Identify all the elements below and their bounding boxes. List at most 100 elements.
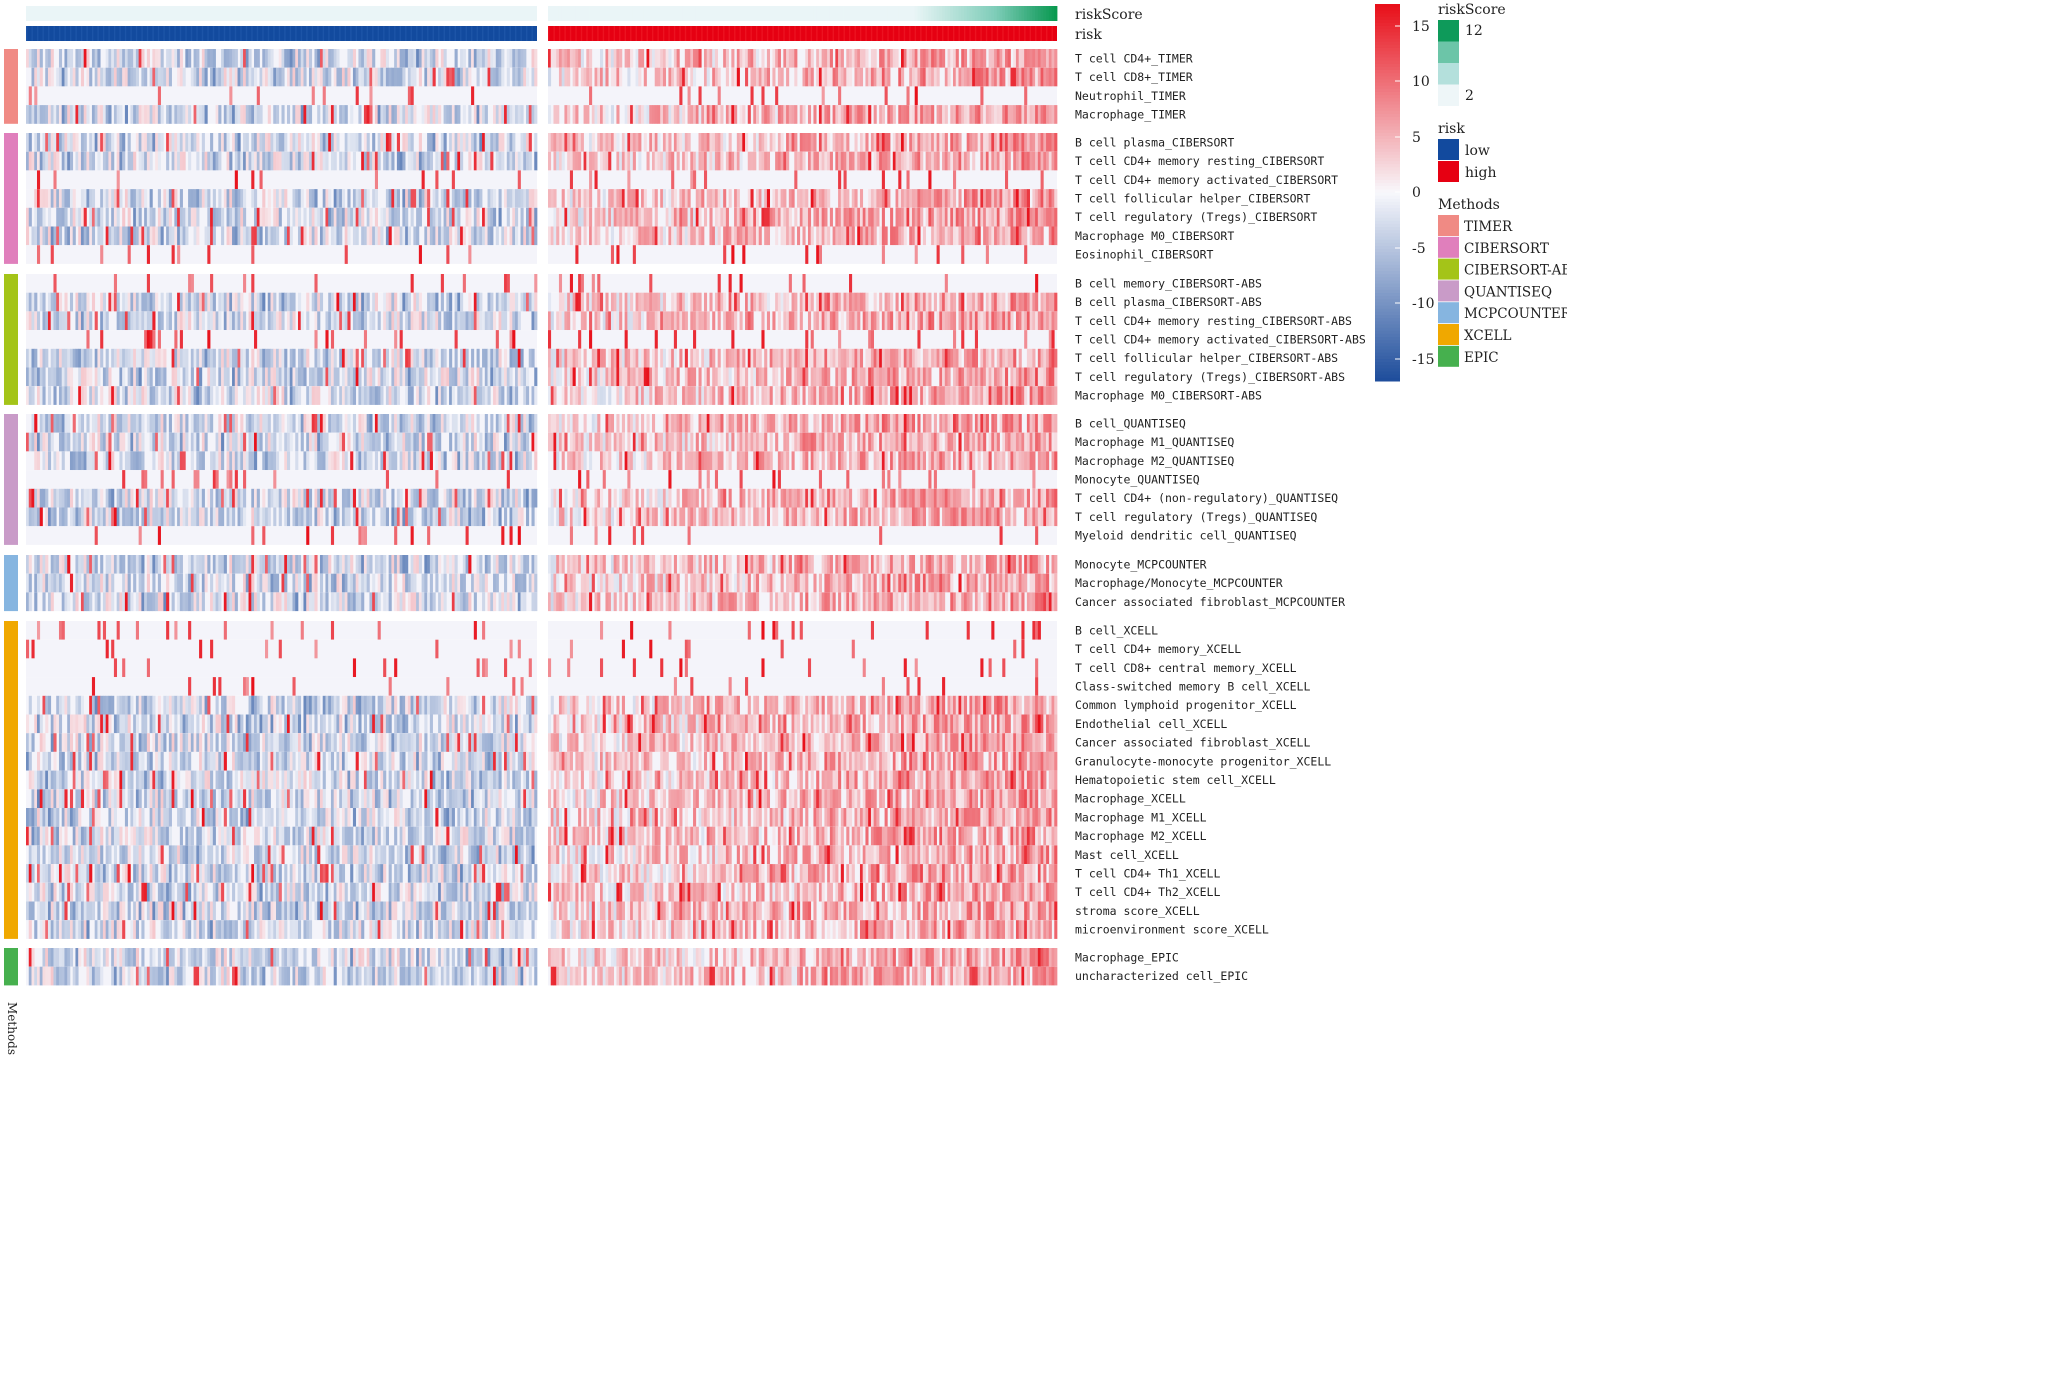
heatmap-cell	[805, 330, 809, 349]
heatmap-row	[26, 386, 1058, 405]
heatmap-cell	[939, 414, 943, 433]
heatmap-cell	[259, 133, 263, 152]
riskscore-cell	[1048, 6, 1052, 21]
heatmap-cell	[865, 133, 869, 152]
heatmap-cell	[1046, 414, 1050, 433]
heatmap-cell	[144, 151, 148, 171]
heatmap-cell	[816, 67, 820, 87]
heatmap-cell	[736, 133, 740, 152]
heatmap-cell	[840, 67, 844, 87]
heatmap-cell	[690, 151, 694, 171]
heatmap-cell	[122, 207, 126, 227]
heatmap-cell	[673, 133, 677, 152]
heatmap-cell	[526, 105, 530, 124]
heatmap-cell	[616, 432, 620, 452]
heatmap-cell	[556, 133, 560, 152]
heatmap-cell	[610, 311, 615, 331]
heatmap-cell	[627, 133, 631, 152]
heatmap-cell	[947, 292, 951, 312]
risk-stripe	[854, 26, 856, 41]
heatmap-cell	[133, 367, 137, 387]
heatmap-cell	[898, 170, 902, 190]
heatmap-cell	[794, 133, 798, 152]
heatmap-cell	[383, 105, 387, 124]
heatmap-cell	[769, 207, 773, 227]
heatmap-cell	[407, 226, 411, 246]
heatmap-cell	[706, 189, 710, 208]
heatmap-cell	[578, 348, 582, 368]
heatmap-cell	[1040, 151, 1044, 171]
heatmap-cell	[881, 367, 885, 387]
heatmap-cell	[961, 67, 965, 87]
heatmap-cell	[407, 386, 411, 405]
riskscore-cell	[914, 6, 918, 21]
heatmap-cell	[512, 49, 516, 68]
heatmap-cell	[1005, 105, 1009, 124]
heatmap-cell	[1037, 105, 1041, 124]
heatmap-cell	[278, 151, 282, 171]
heatmap-cell	[931, 133, 935, 152]
heatmap-cell	[788, 49, 792, 68]
heatmap-cell	[210, 133, 214, 152]
heatmap-cell	[91, 386, 96, 405]
heatmap-cell	[91, 105, 96, 124]
heatmap-cell	[1037, 67, 1041, 87]
heatmap-cell	[832, 386, 836, 405]
heatmap-cell	[736, 207, 740, 227]
heatmap-cell	[1037, 49, 1041, 68]
heatmap-cell	[163, 432, 167, 452]
heatmap-cell	[127, 207, 131, 227]
heatmap-cell	[630, 386, 634, 405]
heatmap-cell	[665, 133, 669, 152]
heatmap-cell	[243, 274, 247, 293]
heatmap-cell	[974, 49, 978, 68]
heatmap-cell	[766, 105, 771, 124]
heatmap-cell	[330, 207, 335, 227]
heatmap-cell	[821, 189, 825, 208]
heatmap-cell	[314, 432, 318, 452]
heatmap-cell	[185, 367, 189, 387]
heatmap-cell	[731, 49, 735, 68]
heatmap-cell	[684, 67, 688, 87]
heatmap-cell	[843, 151, 847, 171]
heatmap-cell	[339, 189, 343, 208]
heatmap-cell	[523, 133, 527, 152]
heatmap-cell	[56, 67, 60, 87]
heatmap-cell	[42, 207, 46, 227]
heatmap-cell	[336, 432, 340, 452]
heatmap-cell	[177, 207, 181, 227]
heatmap-cell	[1024, 67, 1028, 87]
heatmap-cell	[36, 386, 41, 405]
heatmap-cell	[67, 133, 71, 152]
heatmap-cell	[944, 105, 948, 124]
heatmap-cell	[974, 189, 978, 208]
heatmap-cell	[627, 151, 631, 171]
heatmap-cell	[424, 67, 428, 87]
heatmap-cell	[531, 414, 535, 433]
heatmap-cell	[210, 311, 214, 331]
heatmap-cell	[605, 105, 609, 124]
heatmap-cell	[215, 67, 219, 87]
heatmap-cell	[528, 189, 532, 208]
riskscore-cell	[972, 6, 976, 21]
heatmap-cell	[407, 133, 411, 152]
heatmap-cell	[777, 292, 781, 312]
heatmap-cell	[947, 49, 951, 68]
heatmap-cell	[61, 367, 65, 387]
heatmap-cell	[45, 133, 49, 152]
heatmap-cell	[243, 386, 247, 405]
heatmap-cell	[267, 311, 271, 331]
heatmap-cell	[832, 226, 836, 246]
heatmap-cell	[160, 67, 164, 87]
heatmap-cell	[91, 226, 96, 246]
heatmap-cell	[438, 105, 442, 124]
heatmap-cell	[709, 348, 713, 368]
heatmap-cell	[657, 311, 661, 331]
heatmap-cell	[693, 311, 697, 331]
heatmap-cell	[558, 292, 563, 312]
heatmap-cell	[146, 348, 150, 368]
heatmap-cell	[460, 133, 464, 152]
heatmap-cell	[654, 105, 658, 124]
heatmap-cell	[234, 348, 238, 368]
heatmap-cell	[988, 189, 992, 208]
